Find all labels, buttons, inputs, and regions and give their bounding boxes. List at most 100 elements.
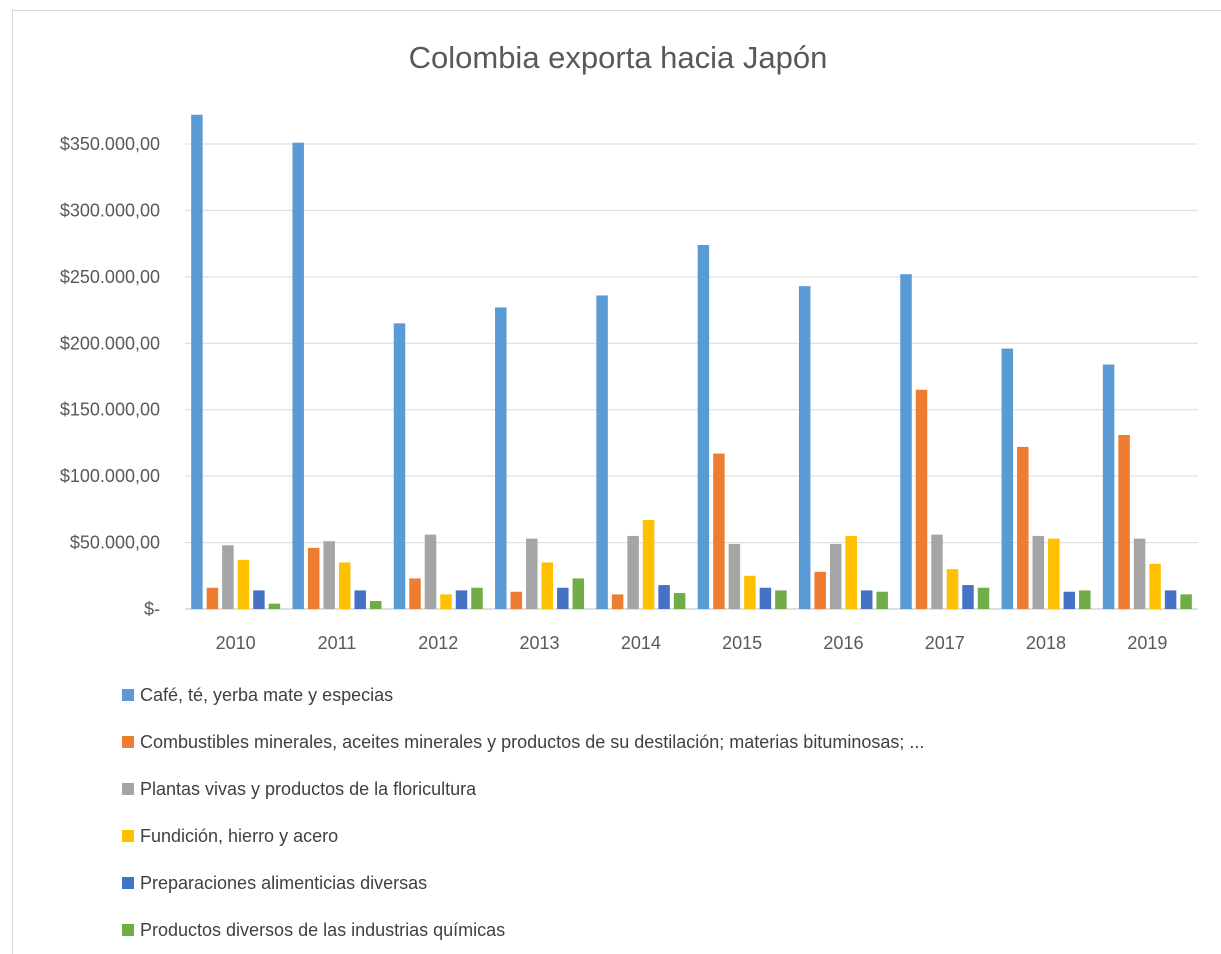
y-axis: $- $50.000,00 $100.000,00 $150.000,00 $200.0… bbox=[60, 134, 160, 619]
legend-label: Café, té, yerba mate y especias bbox=[140, 685, 393, 705]
legend-swatch bbox=[122, 783, 134, 795]
bar bbox=[495, 307, 507, 609]
series-5 bbox=[253, 585, 1177, 609]
y-tick-label: $- bbox=[144, 599, 160, 619]
bar bbox=[814, 571, 826, 609]
y-tick-label: $300.000,00 bbox=[60, 200, 160, 220]
bar bbox=[1118, 434, 1130, 609]
bar bbox=[642, 519, 655, 609]
series-1 bbox=[191, 114, 1115, 610]
bar bbox=[510, 591, 523, 609]
y-tick-label: $150.000,00 bbox=[60, 400, 160, 420]
bar bbox=[557, 587, 569, 609]
y-tick-label: $50.000,00 bbox=[70, 533, 160, 553]
bar bbox=[206, 587, 219, 609]
bar bbox=[191, 114, 203, 610]
bar bbox=[572, 578, 585, 609]
legend-label: Productos diversos de las industrias quí… bbox=[140, 920, 505, 940]
bar bbox=[338, 562, 351, 609]
x-tick-label: 2012 bbox=[418, 633, 458, 653]
x-tick-label: 2016 bbox=[823, 633, 863, 653]
legend-swatch bbox=[122, 736, 134, 748]
bar bbox=[471, 587, 483, 609]
legend-label: Plantas vivas y productos de la floricul… bbox=[140, 779, 477, 799]
bar bbox=[440, 594, 452, 609]
bar bbox=[915, 389, 928, 609]
bar bbox=[845, 535, 857, 609]
x-tick-label: 2011 bbox=[318, 633, 357, 653]
legend-swatch bbox=[122, 877, 134, 889]
bar bbox=[1102, 364, 1115, 609]
series-3 bbox=[222, 534, 1146, 609]
bar bbox=[627, 535, 639, 609]
bar bbox=[323, 541, 335, 609]
bar bbox=[596, 295, 608, 609]
bar bbox=[292, 142, 304, 609]
bar bbox=[744, 575, 756, 609]
bar bbox=[697, 244, 710, 609]
y-tick-label: $250.000,00 bbox=[60, 267, 160, 287]
bar bbox=[658, 585, 670, 609]
bar bbox=[222, 545, 234, 609]
bar bbox=[393, 323, 406, 609]
bar bbox=[977, 587, 990, 609]
bar bbox=[946, 569, 959, 609]
bar bbox=[369, 601, 382, 609]
legend-item: Plantas vivas y productos de la floricul… bbox=[122, 779, 477, 799]
x-tick-label: 2017 bbox=[925, 633, 965, 653]
chart-title: Colombia exporta hacia Japón bbox=[409, 40, 828, 75]
legend-item: Productos diversos de las industrias quí… bbox=[122, 920, 505, 940]
x-tick-label: 2018 bbox=[1026, 633, 1066, 653]
bar bbox=[1149, 563, 1161, 609]
bar bbox=[860, 590, 873, 609]
legend-label: Preparaciones alimenticias diversas bbox=[140, 873, 427, 893]
y-tick-label: $350.000,00 bbox=[60, 134, 160, 154]
legend-item: Combustibles minerales, aceites minerale… bbox=[122, 732, 924, 752]
legend-swatch bbox=[122, 924, 134, 936]
legend-item: Preparaciones alimenticias diversas bbox=[122, 873, 427, 893]
legend-swatch bbox=[122, 830, 134, 842]
x-tick-label: 2014 bbox=[621, 633, 661, 653]
bar bbox=[455, 590, 468, 609]
x-tick-label: 2015 bbox=[722, 633, 762, 653]
x-tick-label: 2013 bbox=[520, 633, 560, 653]
gridlines bbox=[185, 143, 1198, 610]
x-tick-label: 2019 bbox=[1127, 633, 1167, 653]
legend-label: Fundición, hierro y acero bbox=[140, 826, 338, 846]
bar bbox=[1001, 348, 1014, 609]
bar bbox=[713, 453, 725, 609]
legend-label: Combustibles minerales, aceites minerale… bbox=[140, 732, 924, 752]
legend-item: Fundición, hierro y acero bbox=[122, 826, 338, 846]
bar bbox=[1017, 446, 1029, 609]
y-tick-label: $200.000,00 bbox=[60, 333, 160, 353]
bar bbox=[409, 578, 421, 609]
bar bbox=[728, 543, 741, 609]
bar bbox=[829, 543, 842, 609]
bar bbox=[759, 587, 772, 609]
chart-svg: Colombia exporta hacia Japón $- $50.000,0… bbox=[60, 40, 1198, 940]
bar bbox=[962, 585, 974, 609]
series-6 bbox=[268, 578, 1192, 609]
bar bbox=[253, 590, 265, 609]
bar bbox=[1133, 538, 1146, 609]
bar bbox=[354, 590, 366, 609]
bar bbox=[526, 538, 538, 609]
bar bbox=[611, 594, 624, 609]
bar bbox=[424, 534, 437, 609]
y-tick-label: $100.000,00 bbox=[60, 466, 160, 486]
chart-frame: Colombia exporta hacia Japón $- $50.000,0… bbox=[12, 10, 1221, 954]
bar bbox=[541, 562, 554, 609]
bar bbox=[775, 590, 787, 609]
bar bbox=[673, 593, 686, 609]
bar bbox=[237, 559, 250, 609]
bar bbox=[876, 591, 888, 609]
bar bbox=[1079, 590, 1091, 609]
x-tick-label: 2010 bbox=[216, 633, 256, 653]
bar bbox=[1180, 594, 1192, 609]
bar bbox=[900, 274, 912, 609]
legend-swatch bbox=[122, 689, 134, 701]
legend-item: Café, té, yerba mate y especias bbox=[122, 685, 393, 705]
bar bbox=[931, 534, 943, 609]
legend: Café, té, yerba mate y especias Combustib… bbox=[122, 685, 924, 940]
x-axis: 2010 2011 2012 2013 2014 2015 2016 2017 2018 2019 bbox=[216, 633, 1168, 653]
